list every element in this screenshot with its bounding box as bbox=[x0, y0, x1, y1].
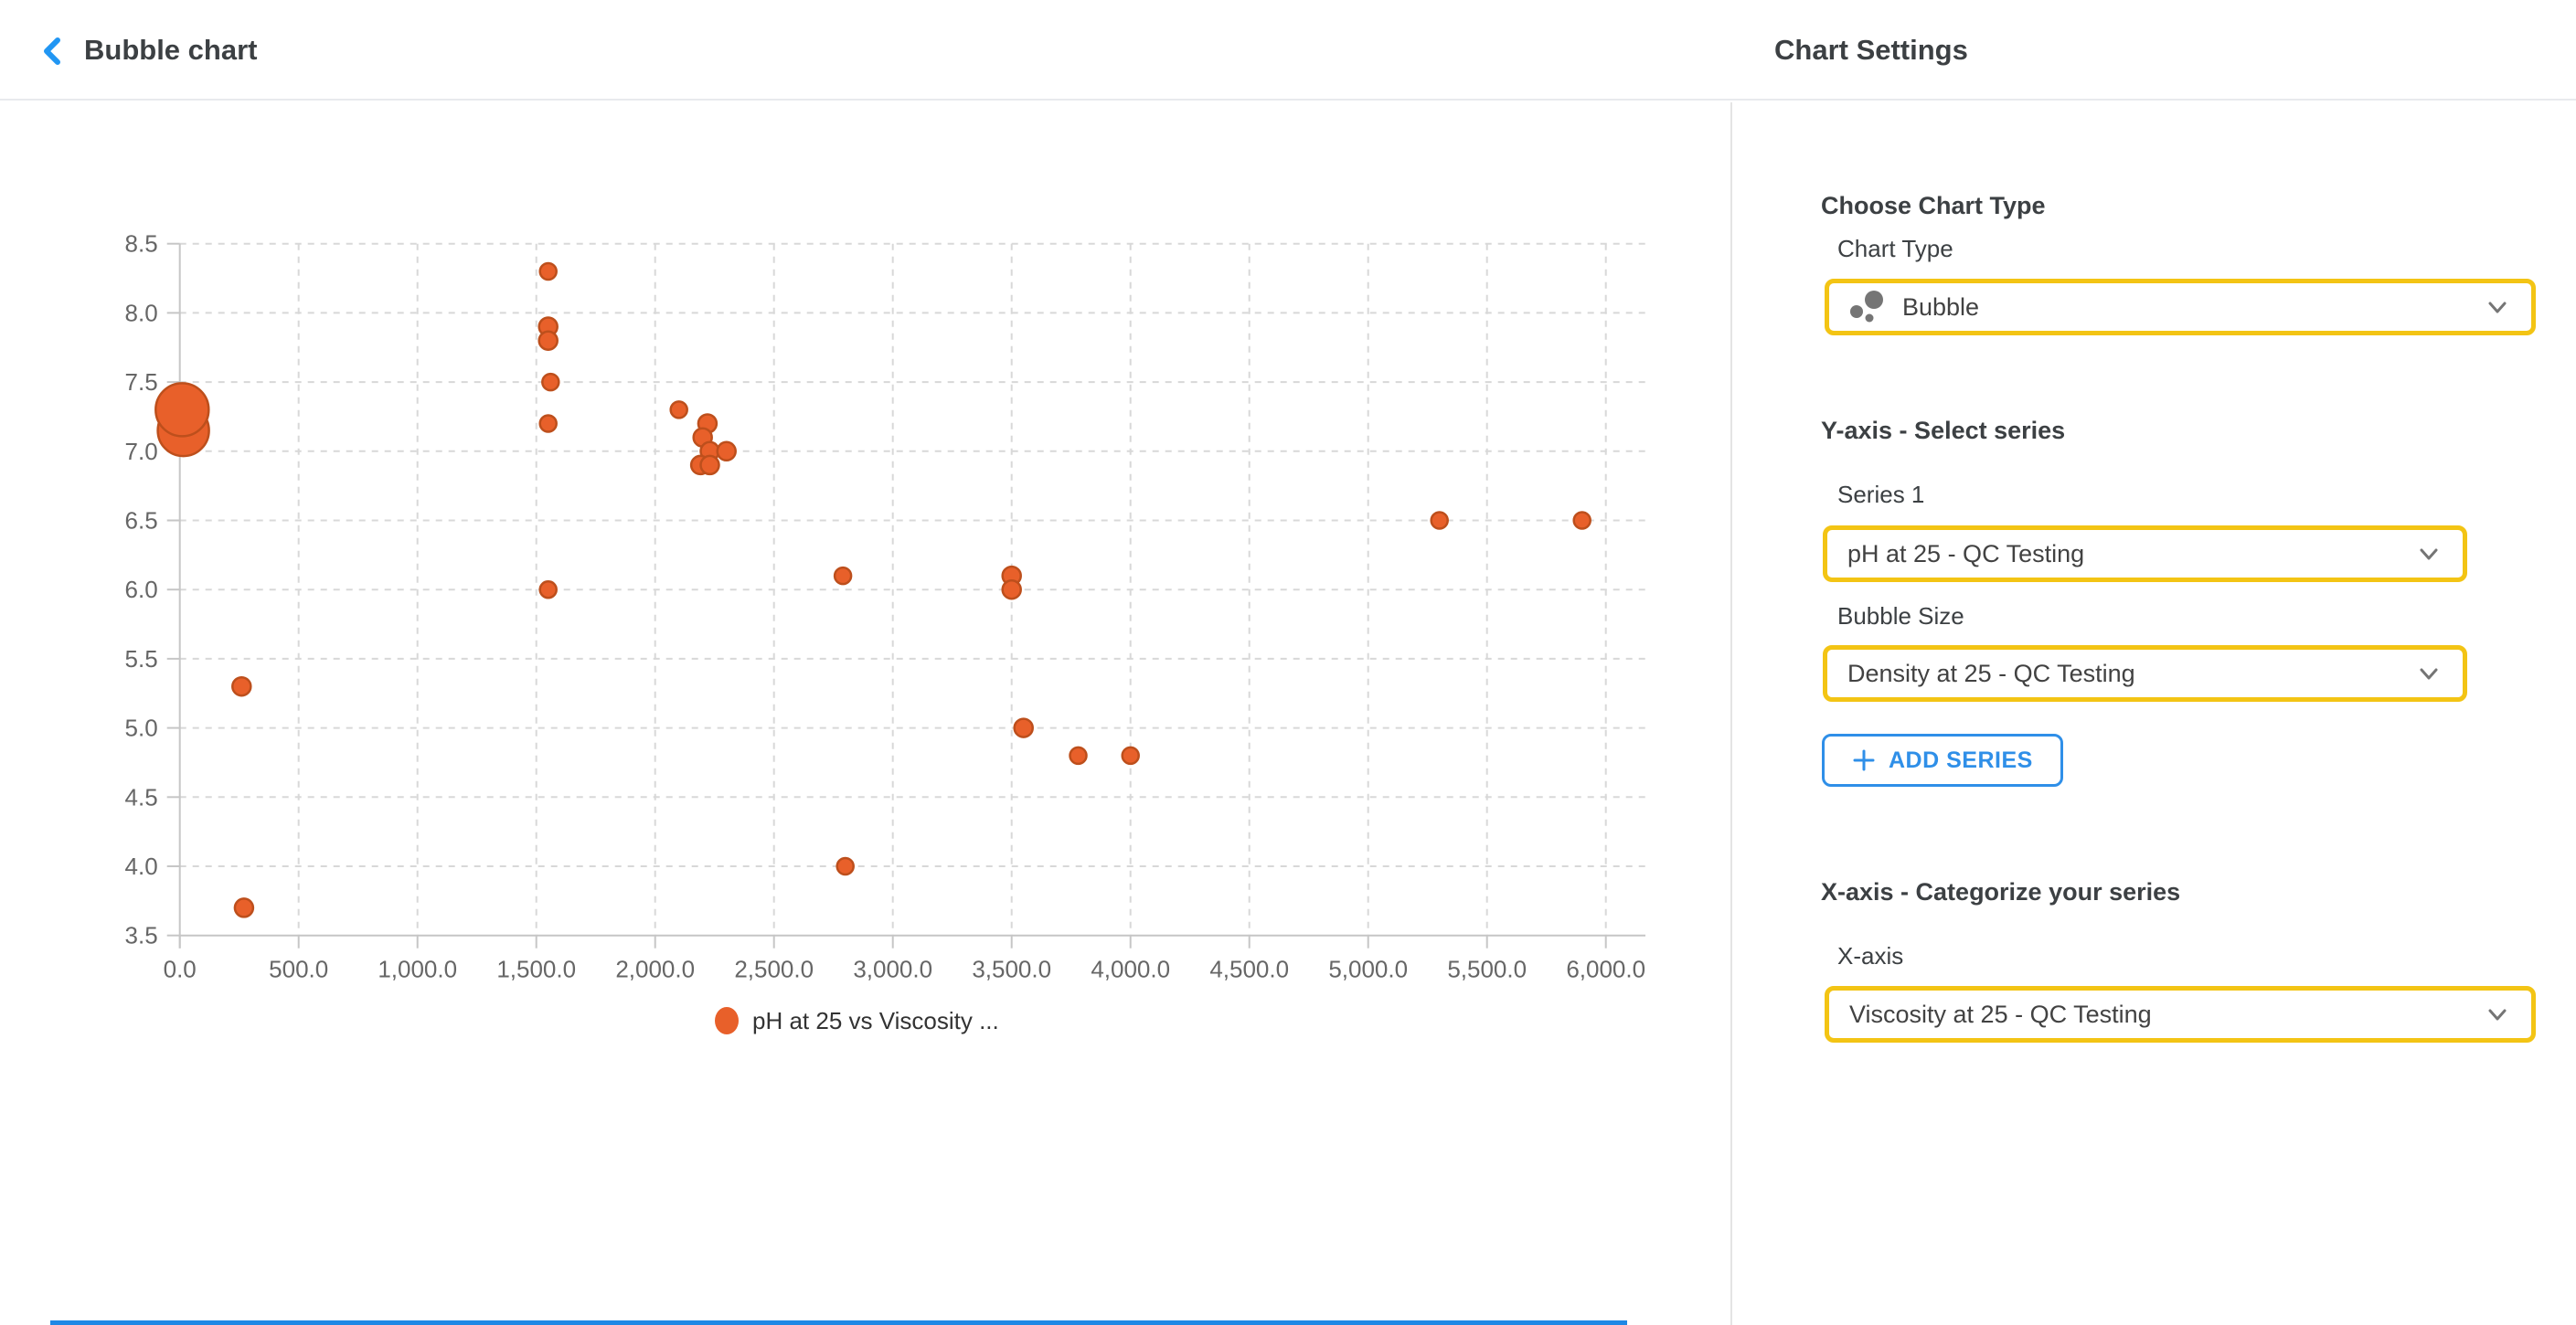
bottom-accent-bar bbox=[50, 1320, 1627, 1325]
x-axis-value: Viscosity at 25 - QC Testing bbox=[1849, 1000, 2152, 1028]
y-tick-label: 7.5 bbox=[125, 368, 158, 396]
y-tick-label: 8.0 bbox=[125, 299, 158, 326]
y-axis-heading: Y-axis - Select series bbox=[1821, 417, 2066, 444]
bubble-size-value: Density at 25 - QC Testing bbox=[1847, 659, 2135, 687]
y-tick-label: 3.5 bbox=[125, 922, 158, 949]
panel-divider bbox=[1730, 102, 1732, 1325]
x-tick-label: 1,500.0 bbox=[496, 956, 576, 983]
x-tick-label: 5,000.0 bbox=[1328, 956, 1408, 983]
x-tick-label: 2,000.0 bbox=[615, 956, 695, 983]
chart-settings-panel: Choose Chart Type Chart Type Bubble Y-ax… bbox=[1732, 102, 2576, 1325]
bubble-point bbox=[538, 414, 558, 433]
y-tick-label: 4.5 bbox=[125, 783, 158, 811]
y-tick-label: 6.0 bbox=[125, 576, 158, 603]
legend-label: pH at 25 vs Viscosity ... bbox=[752, 1007, 999, 1034]
bubble-point bbox=[833, 566, 853, 586]
bubble-point bbox=[699, 454, 720, 476]
chevron-down-icon bbox=[2484, 1001, 2511, 1028]
x-axis-label: X-axis bbox=[1837, 942, 1904, 970]
series1-label: Series 1 bbox=[1837, 481, 1925, 508]
bubble-point bbox=[1069, 746, 1088, 766]
bubble-point bbox=[538, 579, 558, 599]
x-axis-heading: X-axis - Categorize your series bbox=[1821, 878, 2181, 906]
header: Bubble chart Chart Settings bbox=[0, 0, 2576, 101]
bubble-chart-icon bbox=[1849, 290, 1886, 324]
x-tick-label: 0.0 bbox=[164, 956, 197, 983]
bubble-point bbox=[538, 330, 559, 351]
x-tick-label: 4,500.0 bbox=[1209, 956, 1289, 983]
choose-chart-type-heading: Choose Chart Type bbox=[1821, 192, 2046, 219]
x-tick-label: 500.0 bbox=[269, 956, 328, 983]
plus-icon bbox=[1852, 748, 1876, 772]
x-tick-label: 3,500.0 bbox=[972, 956, 1051, 983]
page-title: Bubble chart bbox=[84, 34, 258, 66]
bubble-point bbox=[1121, 746, 1140, 766]
chart-settings-title: Chart Settings bbox=[1774, 34, 1968, 66]
x-tick-label: 3,000.0 bbox=[853, 956, 932, 983]
x-tick-label: 1,000.0 bbox=[378, 956, 457, 983]
chevron-down-icon bbox=[2415, 540, 2443, 567]
x-tick-label: 5,500.0 bbox=[1447, 956, 1527, 983]
bubble-chart: 8.5 8.0 7.5 7.0 6.5 6.0 5.5 5.0 4.5 4.0 3.50.0 500.… bbox=[125, 230, 1645, 1034]
legend-dot bbox=[715, 1007, 739, 1034]
x-tick-label: 2,500.0 bbox=[734, 956, 814, 983]
series1-value: pH at 25 - QC Testing bbox=[1847, 539, 2085, 567]
y-tick-label: 7.0 bbox=[125, 438, 158, 465]
bubble-size-label: Bubble Size bbox=[1837, 602, 1964, 630]
chart-type-select[interactable]: Bubble bbox=[1825, 279, 2536, 335]
bubble-point bbox=[1572, 511, 1591, 530]
bubble-point bbox=[1013, 717, 1034, 738]
x-tick-label: 6,000.0 bbox=[1566, 956, 1645, 983]
chevron-down-icon bbox=[2415, 660, 2443, 687]
add-series-label: ADD SERIES bbox=[1889, 747, 2033, 773]
x-tick-label: 4,000.0 bbox=[1091, 956, 1170, 983]
chart-type-value: Bubble bbox=[1902, 292, 1980, 321]
y-tick-label: 5.0 bbox=[125, 715, 158, 742]
y-tick-label: 6.5 bbox=[125, 507, 158, 535]
bubble-point bbox=[231, 675, 252, 697]
bubble-point bbox=[154, 382, 210, 438]
bubble-point bbox=[1001, 578, 1022, 600]
bubble-point bbox=[538, 261, 558, 281]
bubble-point bbox=[541, 372, 560, 392]
add-series-button[interactable]: ADD SERIES bbox=[1822, 734, 2063, 787]
bubble-point bbox=[233, 897, 255, 918]
bubble-size-select[interactable]: Density at 25 - QC Testing bbox=[1823, 645, 2467, 702]
bubble-point bbox=[669, 400, 688, 419]
y-tick-label: 8.5 bbox=[125, 230, 158, 258]
chevron-left-icon bbox=[37, 35, 69, 68]
chart-type-label: Chart Type bbox=[1837, 235, 1953, 262]
bubble-point bbox=[836, 856, 855, 876]
back-button[interactable] bbox=[35, 33, 71, 69]
series1-select[interactable]: pH at 25 - QC Testing bbox=[1823, 525, 2467, 582]
bubble-point bbox=[716, 440, 737, 462]
y-tick-label: 5.5 bbox=[125, 645, 158, 673]
x-axis-select[interactable]: Viscosity at 25 - QC Testing bbox=[1825, 986, 2536, 1043]
chevron-down-icon bbox=[2484, 293, 2511, 321]
bubble-point bbox=[1430, 511, 1449, 530]
y-tick-label: 4.0 bbox=[125, 853, 158, 880]
